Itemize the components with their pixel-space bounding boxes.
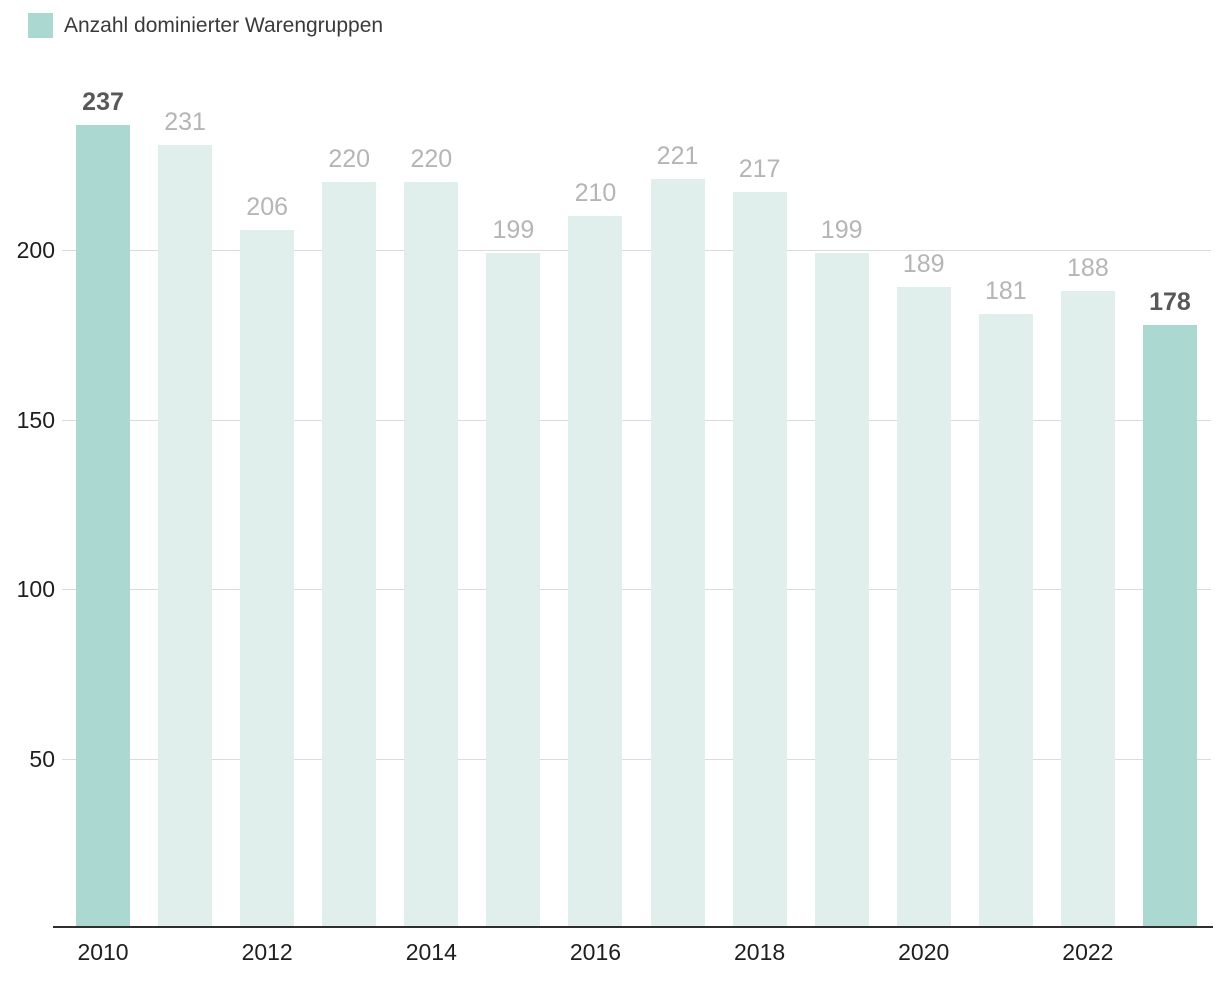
gridline-100 — [62, 589, 1211, 590]
bar-value-label: 181 — [984, 277, 1027, 305]
bar-value-label: 178 — [1149, 288, 1191, 316]
bar-2019 — [814, 253, 869, 928]
bar-2017 — [650, 179, 705, 928]
bar-2013 — [322, 182, 377, 928]
bar-value-label: 210 — [574, 179, 617, 207]
y-axis-tick-label: 200 — [16, 237, 55, 263]
bar-2022 — [1060, 291, 1115, 928]
bar-2018 — [732, 192, 787, 928]
x-axis-tick-label-2014: 2014 — [405, 939, 457, 965]
x-axis-tick-label-2010: 2010 — [77, 939, 129, 965]
legend-swatch — [28, 13, 53, 38]
y-axis-tick-label: 150 — [16, 407, 55, 433]
bar-group-2021: 181 — [965, 277, 1047, 928]
bar-2016 — [568, 216, 623, 928]
bar-group-2016: 210 — [554, 179, 636, 928]
x-axis-tick-label-2020: 2020 — [898, 939, 950, 965]
bar-2021 — [978, 314, 1033, 928]
bar-value-label: 220 — [410, 145, 453, 173]
bar-2012 — [240, 230, 295, 928]
bar-group-2011: 231 — [144, 108, 226, 928]
bar-group-2020: 189 — [883, 250, 965, 928]
bar-group-2023: 178 — [1129, 288, 1211, 928]
bar-value-label: 217 — [738, 155, 781, 183]
legend-label: Anzahl dominierter Warengruppen — [64, 14, 384, 37]
bar-value-label: 221 — [656, 142, 699, 170]
gridline-200 — [62, 250, 1211, 251]
bar-2020 — [896, 287, 951, 928]
x-axis-tick-label-2022: 2022 — [1062, 939, 1114, 965]
bar-value-label: 199 — [492, 216, 535, 244]
bar-value-label: 189 — [902, 250, 945, 278]
bar-2010 — [76, 125, 131, 928]
bar-2015 — [486, 253, 541, 928]
bar-value-label: 220 — [328, 145, 371, 173]
bar-value-label: 206 — [246, 193, 289, 221]
bar-value-label: 199 — [820, 216, 863, 244]
bar-group-2014: 220 — [390, 145, 472, 928]
bar-2014 — [404, 182, 459, 928]
bar-group-2018: 217 — [719, 155, 801, 928]
x-axis-tick-label-2012: 2012 — [241, 939, 293, 965]
bar-value-label: 188 — [1067, 254, 1109, 282]
bar-group-2010: 237 — [62, 88, 144, 928]
x-axis-tick-label-2018: 2018 — [734, 939, 786, 965]
legend: Anzahl dominierter Warengruppen — [28, 13, 383, 38]
bar-2011 — [158, 145, 213, 928]
bar-value-label: 231 — [164, 108, 206, 136]
x-axis-tick-label-2016: 2016 — [569, 939, 622, 965]
y-axis-tick-label: 50 — [29, 746, 55, 772]
bar-2023 — [1142, 325, 1197, 928]
bar-group-2013: 220 — [308, 145, 390, 928]
bar-group-2015: 199 — [472, 216, 554, 928]
gridline-50 — [62, 759, 1211, 760]
bar-value-label: 237 — [82, 88, 124, 116]
bar-group-2019: 199 — [801, 216, 883, 928]
gridline-150 — [62, 420, 1211, 421]
x-axis-line — [53, 926, 1213, 928]
bar-group-2012: 206 — [226, 193, 308, 928]
y-axis-tick-label: 100 — [16, 576, 55, 602]
bar-group-2022: 188 — [1047, 254, 1129, 928]
bar-group-2017: 221 — [637, 142, 719, 928]
